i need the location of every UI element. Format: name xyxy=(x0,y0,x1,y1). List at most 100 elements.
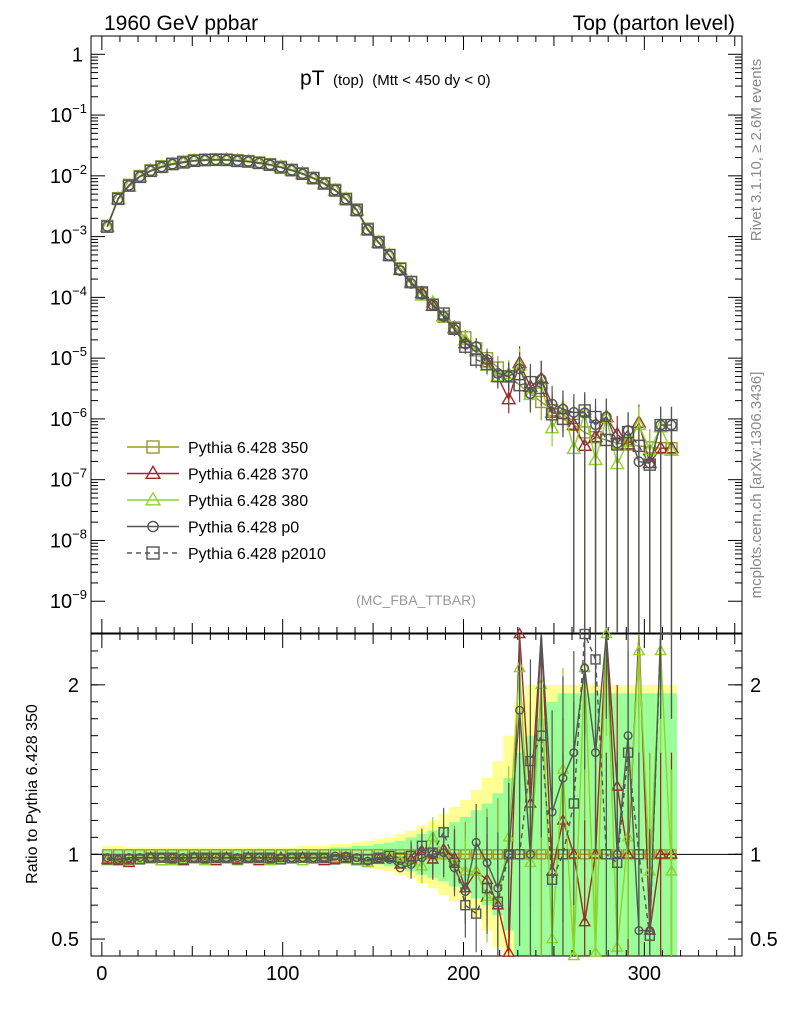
data-point xyxy=(611,438,624,451)
side-label-rivet: Rivet 3.1.10, ≥ 2.6M events xyxy=(748,59,765,242)
data-point xyxy=(621,425,635,439)
data-point xyxy=(633,849,645,860)
series-line xyxy=(106,159,673,467)
data-point xyxy=(514,849,525,860)
data-point xyxy=(415,286,429,299)
x-tick-label: 300 xyxy=(628,963,661,985)
svg-text:Rivet 3.1.10, ≥ 2.6M events: Rivet 3.1.10, ≥ 2.6M events xyxy=(748,59,765,242)
ratio-tick-label-right: 0.5 xyxy=(750,929,778,951)
ratio-series xyxy=(100,627,678,961)
ratio-panel: 0 100 200 300 0.5 0.5 1 1 2 2 Ratio to Pythia 6.4… xyxy=(24,627,778,985)
x-tick-label: 200 xyxy=(447,963,480,985)
data-point xyxy=(665,418,678,432)
data-point xyxy=(134,854,146,865)
legend: Pythia 6.428 350 Pythia 6.428 370 Pythia 6… xyxy=(127,440,326,563)
data-point xyxy=(328,184,342,197)
main-panel: pT (top) (Mtt < 450 dy < 0) (MC_FBA_TTBA… xyxy=(50,35,743,634)
svg-text:mcplots.cern.ch [arXiv:1306.34: mcplots.cern.ch [arXiv:1306.3436] xyxy=(748,372,765,599)
data-point xyxy=(123,854,135,865)
legend-item-2: Pythia 6.428 380 xyxy=(127,491,308,510)
data-point xyxy=(340,852,352,863)
data-point xyxy=(167,852,178,863)
data-point xyxy=(460,899,471,911)
data-point xyxy=(146,440,160,454)
legend-label: Pythia 6.428 350 xyxy=(188,440,308,457)
data-point xyxy=(102,854,113,865)
data-point xyxy=(437,307,450,320)
data-point xyxy=(601,849,612,860)
data-point xyxy=(147,520,159,533)
ratio-tick-label: 1 xyxy=(68,844,79,866)
data-point xyxy=(502,945,516,957)
svg-text:Ratio to Pythia 6.428 350: Ratio to Pythia 6.428 350 xyxy=(24,704,41,884)
data-point xyxy=(146,546,160,560)
data-point xyxy=(632,439,646,453)
data-point xyxy=(373,852,384,863)
data-point xyxy=(221,852,232,863)
data-point xyxy=(101,220,114,233)
data-point xyxy=(525,755,536,767)
data-point xyxy=(449,857,460,868)
data-point xyxy=(589,410,602,424)
legend-item-4: Pythia 6.428 p2010 xyxy=(127,546,326,563)
data-point xyxy=(644,930,655,941)
ratio-tick-label: 0.5 xyxy=(51,929,79,951)
data-point xyxy=(144,464,162,479)
data-point xyxy=(589,945,602,957)
data-point xyxy=(535,381,548,395)
data-point xyxy=(501,391,517,405)
data-point xyxy=(199,852,211,863)
data-point xyxy=(578,915,592,927)
data-point xyxy=(394,265,406,276)
y-tick-label: 10−9 xyxy=(50,587,87,613)
data-point xyxy=(145,852,156,863)
data-point xyxy=(654,847,668,859)
data-point xyxy=(133,852,147,864)
data-point xyxy=(188,852,200,863)
data-point xyxy=(275,854,287,865)
data-point xyxy=(319,852,330,863)
data-point xyxy=(643,458,656,471)
data-point xyxy=(622,747,634,758)
data-point xyxy=(578,404,591,417)
data-point xyxy=(427,847,438,858)
data-point xyxy=(503,849,514,860)
data-point xyxy=(122,179,136,192)
ratio-series-line xyxy=(107,633,672,936)
data-point xyxy=(579,628,590,640)
ratio-ylabel: Ratio to Pythia 6.428 350 xyxy=(24,704,41,884)
data-point xyxy=(557,849,569,860)
main-series xyxy=(99,151,680,633)
header-left: 1960 GeV ppbar xyxy=(104,12,258,35)
data-point xyxy=(112,193,124,205)
data-point xyxy=(361,855,375,868)
data-point xyxy=(414,287,430,301)
data-point xyxy=(612,857,623,868)
x-tick-label: 0 xyxy=(96,963,107,985)
data-point xyxy=(546,874,558,885)
data-point xyxy=(395,863,405,873)
data-point xyxy=(156,852,167,863)
data-point xyxy=(210,852,221,863)
series-line xyxy=(106,159,672,467)
data-point xyxy=(536,730,547,741)
data-point xyxy=(112,854,124,865)
data-point xyxy=(665,864,678,876)
data-point xyxy=(480,357,494,371)
data-point xyxy=(253,852,265,863)
data-point xyxy=(351,854,363,865)
data-point xyxy=(536,849,547,860)
x-tick-label: 100 xyxy=(266,963,299,985)
y-tick-label: 10−6 xyxy=(50,405,87,431)
data-point xyxy=(404,275,418,289)
data-point xyxy=(632,644,646,656)
main-frame xyxy=(90,35,743,634)
ratio-tick-label-right: 2 xyxy=(750,675,761,697)
header-right: Top (parton level) xyxy=(573,12,735,35)
y-tick-label: 10−4 xyxy=(50,283,87,309)
ratio-tick-label: 2 xyxy=(68,675,79,697)
ratio-tick-label-right: 1 xyxy=(750,844,761,866)
data-point xyxy=(350,204,364,217)
data-point xyxy=(471,837,481,847)
